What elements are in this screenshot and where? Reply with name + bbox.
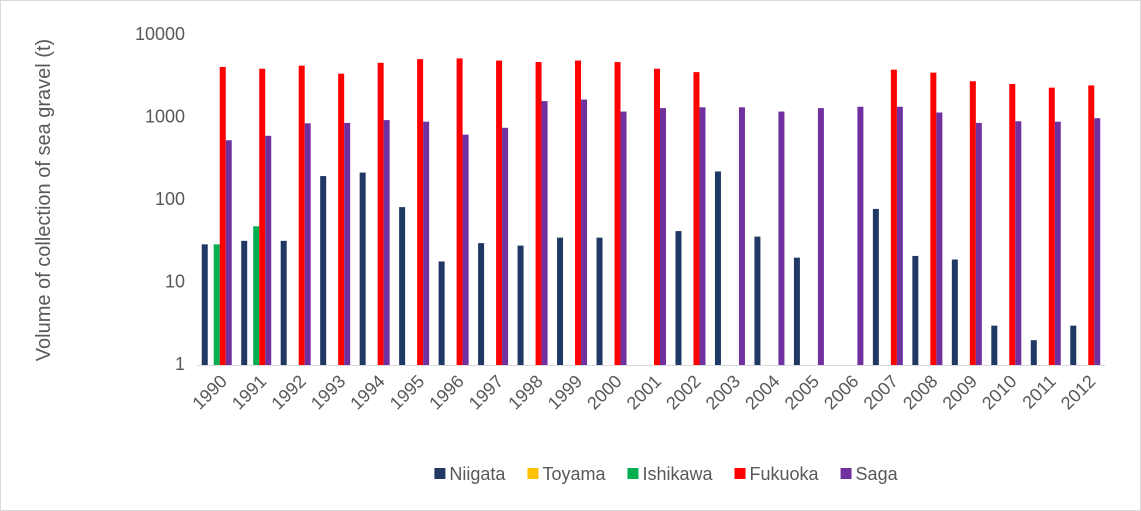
- bar: [496, 60, 503, 365]
- bar: [259, 68, 266, 365]
- legend-label: Fukuoka: [750, 464, 820, 484]
- legend-swatch: [627, 468, 639, 479]
- bar: [462, 134, 469, 365]
- legend-swatch: [527, 468, 539, 479]
- bar: [265, 135, 272, 365]
- bar: [675, 231, 682, 365]
- y-tick-label: 10: [165, 271, 185, 291]
- bar: [377, 62, 384, 365]
- bar: [596, 237, 603, 365]
- y-tick-label: 1000: [145, 106, 185, 126]
- bar: [478, 243, 485, 365]
- bar: [936, 112, 943, 365]
- bar: [654, 68, 660, 365]
- legend-label: Toyama: [542, 464, 606, 484]
- bar: [951, 259, 958, 365]
- bar: [1015, 121, 1022, 365]
- bar: [699, 107, 706, 366]
- bar: [1030, 340, 1037, 365]
- legend-label: Ishikawa: [642, 464, 713, 484]
- y-tick-label: 1: [175, 354, 185, 374]
- bar: [620, 111, 627, 365]
- bar: [857, 106, 864, 365]
- bar: [575, 60, 582, 365]
- bar: [517, 245, 524, 365]
- bar: [1094, 118, 1101, 365]
- bar: [714, 171, 721, 365]
- bar: [456, 58, 463, 366]
- legend-swatch: [840, 468, 852, 479]
- bar: [241, 240, 248, 365]
- bar: [614, 62, 621, 365]
- bar: [930, 72, 937, 366]
- bar: [1054, 121, 1061, 365]
- y-axis-label: Volume of collection of sea gravel (t): [33, 38, 55, 362]
- bar: [581, 99, 588, 366]
- legend-swatch: [734, 468, 746, 479]
- legend-label: Niigata: [449, 464, 506, 484]
- bar: [975, 122, 982, 366]
- bar: [912, 255, 919, 365]
- bar: [1009, 83, 1016, 365]
- bar: [660, 108, 666, 365]
- bar: [890, 69, 897, 366]
- bar: [502, 127, 509, 365]
- bar: [438, 261, 445, 365]
- bar: [1070, 325, 1077, 365]
- legend-label: Saga: [856, 464, 899, 484]
- legend-swatch: [434, 468, 446, 479]
- bar: [693, 72, 700, 365]
- bar: [423, 121, 430, 365]
- bar: [253, 226, 260, 365]
- bar: [359, 172, 366, 365]
- bar: [320, 176, 327, 365]
- bar: [793, 257, 800, 365]
- bar: [344, 122, 351, 366]
- bar: [417, 59, 424, 366]
- bar: [383, 120, 390, 365]
- y-tick-label: 10000: [135, 24, 185, 44]
- bar: [872, 208, 879, 365]
- bar: [298, 65, 305, 366]
- bar: [304, 123, 311, 365]
- bar: [557, 237, 564, 365]
- bar: [399, 207, 406, 365]
- bar: [1088, 85, 1095, 365]
- bar: [817, 108, 824, 365]
- bar: [778, 111, 785, 365]
- bar: [225, 140, 232, 365]
- bar: [991, 325, 998, 365]
- bar: [896, 106, 903, 365]
- bar: [201, 244, 208, 365]
- bar: [738, 107, 745, 366]
- bar: [754, 236, 761, 365]
- bar: [535, 62, 542, 365]
- bar: [338, 73, 345, 366]
- bar: [213, 244, 220, 365]
- bar: [969, 81, 976, 365]
- bar: [219, 66, 226, 365]
- bar: [280, 240, 287, 365]
- y-tick-label: 100: [155, 189, 185, 209]
- bar: [1048, 87, 1055, 365]
- bar: [541, 101, 548, 366]
